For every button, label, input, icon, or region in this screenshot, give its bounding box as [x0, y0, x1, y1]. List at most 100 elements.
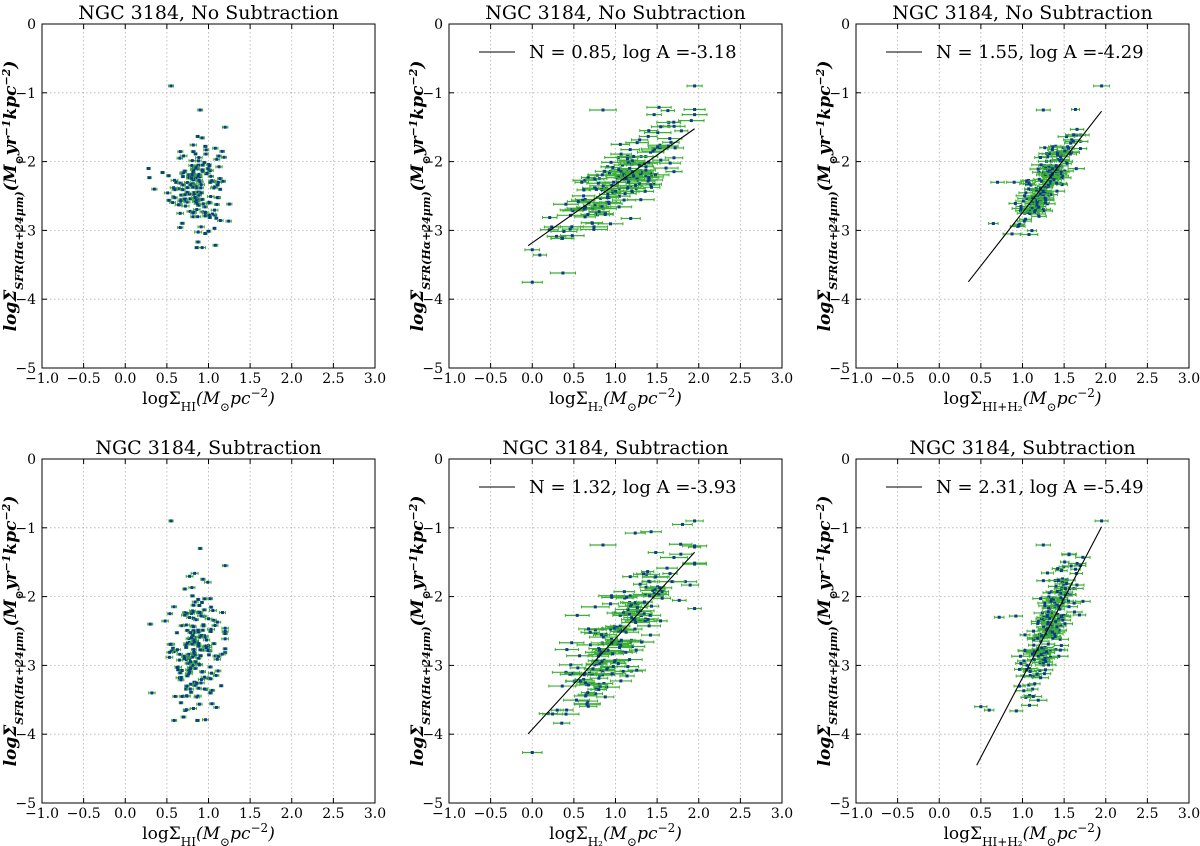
- marker: [179, 701, 183, 705]
- marker: [609, 627, 613, 631]
- marker: [646, 570, 650, 574]
- data-point: [665, 170, 683, 174]
- data-point: [195, 686, 202, 690]
- data-point: [189, 706, 198, 710]
- marker: [642, 600, 646, 604]
- marker: [213, 208, 217, 212]
- data-point: [578, 627, 599, 631]
- marker: [1049, 175, 1053, 179]
- x-tick-label: 0.0: [521, 371, 543, 387]
- marker: [185, 628, 189, 632]
- marker: [618, 646, 622, 650]
- marker: [607, 202, 611, 206]
- data-point: [207, 164, 212, 168]
- marker: [593, 628, 597, 632]
- marker: [547, 228, 551, 232]
- marker: [205, 171, 209, 175]
- marker: [196, 190, 200, 194]
- marker: [693, 562, 697, 566]
- data-point: [197, 603, 202, 607]
- marker: [200, 197, 204, 201]
- marker: [1040, 179, 1044, 183]
- marker: [601, 108, 605, 112]
- marker: [180, 624, 184, 628]
- y-tick-label: −1: [15, 86, 36, 102]
- data-point: [182, 193, 188, 197]
- marker: [195, 202, 199, 206]
- marker: [689, 119, 693, 123]
- marker: [197, 702, 201, 706]
- data-point: [1018, 191, 1034, 195]
- data-point: [195, 240, 201, 244]
- data-point: [188, 682, 193, 686]
- data-point: [202, 161, 207, 165]
- marker: [193, 196, 197, 200]
- marker: [1013, 201, 1017, 205]
- marker: [197, 644, 201, 648]
- data-point: [559, 641, 585, 645]
- data-point: [184, 628, 190, 632]
- data-point: [1031, 214, 1047, 218]
- marker: [191, 185, 195, 189]
- marker: [668, 137, 672, 141]
- marker: [197, 178, 201, 182]
- marker: [617, 174, 621, 178]
- marker: [599, 668, 603, 672]
- y-tick-label: −5: [15, 361, 36, 377]
- data-point: [553, 202, 579, 206]
- marker: [194, 176, 198, 180]
- data-point: [617, 186, 638, 190]
- panel-title: NGC 3184, Subtraction: [95, 437, 321, 459]
- y-tick-label: −2: [829, 155, 850, 171]
- data-point: [183, 645, 189, 649]
- marker: [200, 600, 204, 604]
- marker: [613, 659, 617, 663]
- y-tick-label: −3: [829, 223, 850, 239]
- marker: [1064, 135, 1068, 139]
- data-point: [593, 633, 611, 637]
- marker: [666, 144, 670, 148]
- marker: [562, 229, 566, 233]
- marker: [651, 588, 655, 592]
- data-point: [564, 613, 590, 617]
- marker: [220, 611, 224, 615]
- marker: [647, 624, 651, 628]
- marker: [1021, 199, 1025, 203]
- marker: [570, 225, 574, 229]
- marker: [653, 147, 657, 151]
- marker: [679, 542, 683, 546]
- marker: [635, 141, 639, 145]
- marker: [672, 170, 676, 174]
- data-point: [222, 647, 228, 651]
- marker: [606, 192, 610, 196]
- data-point: [190, 610, 196, 614]
- marker: [181, 175, 185, 179]
- marker: [172, 605, 176, 609]
- marker: [213, 654, 217, 658]
- data-point: [642, 185, 661, 189]
- marker: [644, 165, 648, 169]
- marker: [561, 271, 565, 275]
- x-tick-label: 1.0: [197, 371, 219, 387]
- marker: [618, 624, 622, 628]
- data-point: [161, 619, 169, 623]
- marker: [653, 587, 657, 591]
- data-point: [194, 718, 200, 722]
- marker: [635, 606, 639, 610]
- marker: [588, 643, 592, 647]
- marker: [148, 622, 152, 626]
- marker: [1056, 151, 1060, 155]
- data-point: [990, 180, 1005, 184]
- marker: [634, 183, 638, 187]
- x-tick-label: 0.5: [563, 371, 585, 387]
- data-point: [634, 178, 664, 182]
- data-point: [173, 648, 182, 652]
- marker: [212, 618, 216, 622]
- marker: [217, 154, 221, 158]
- marker: [1035, 204, 1039, 208]
- marker: [213, 146, 217, 150]
- marker: [193, 683, 197, 687]
- marker: [623, 192, 627, 196]
- marker: [223, 637, 227, 641]
- marker: [610, 183, 614, 187]
